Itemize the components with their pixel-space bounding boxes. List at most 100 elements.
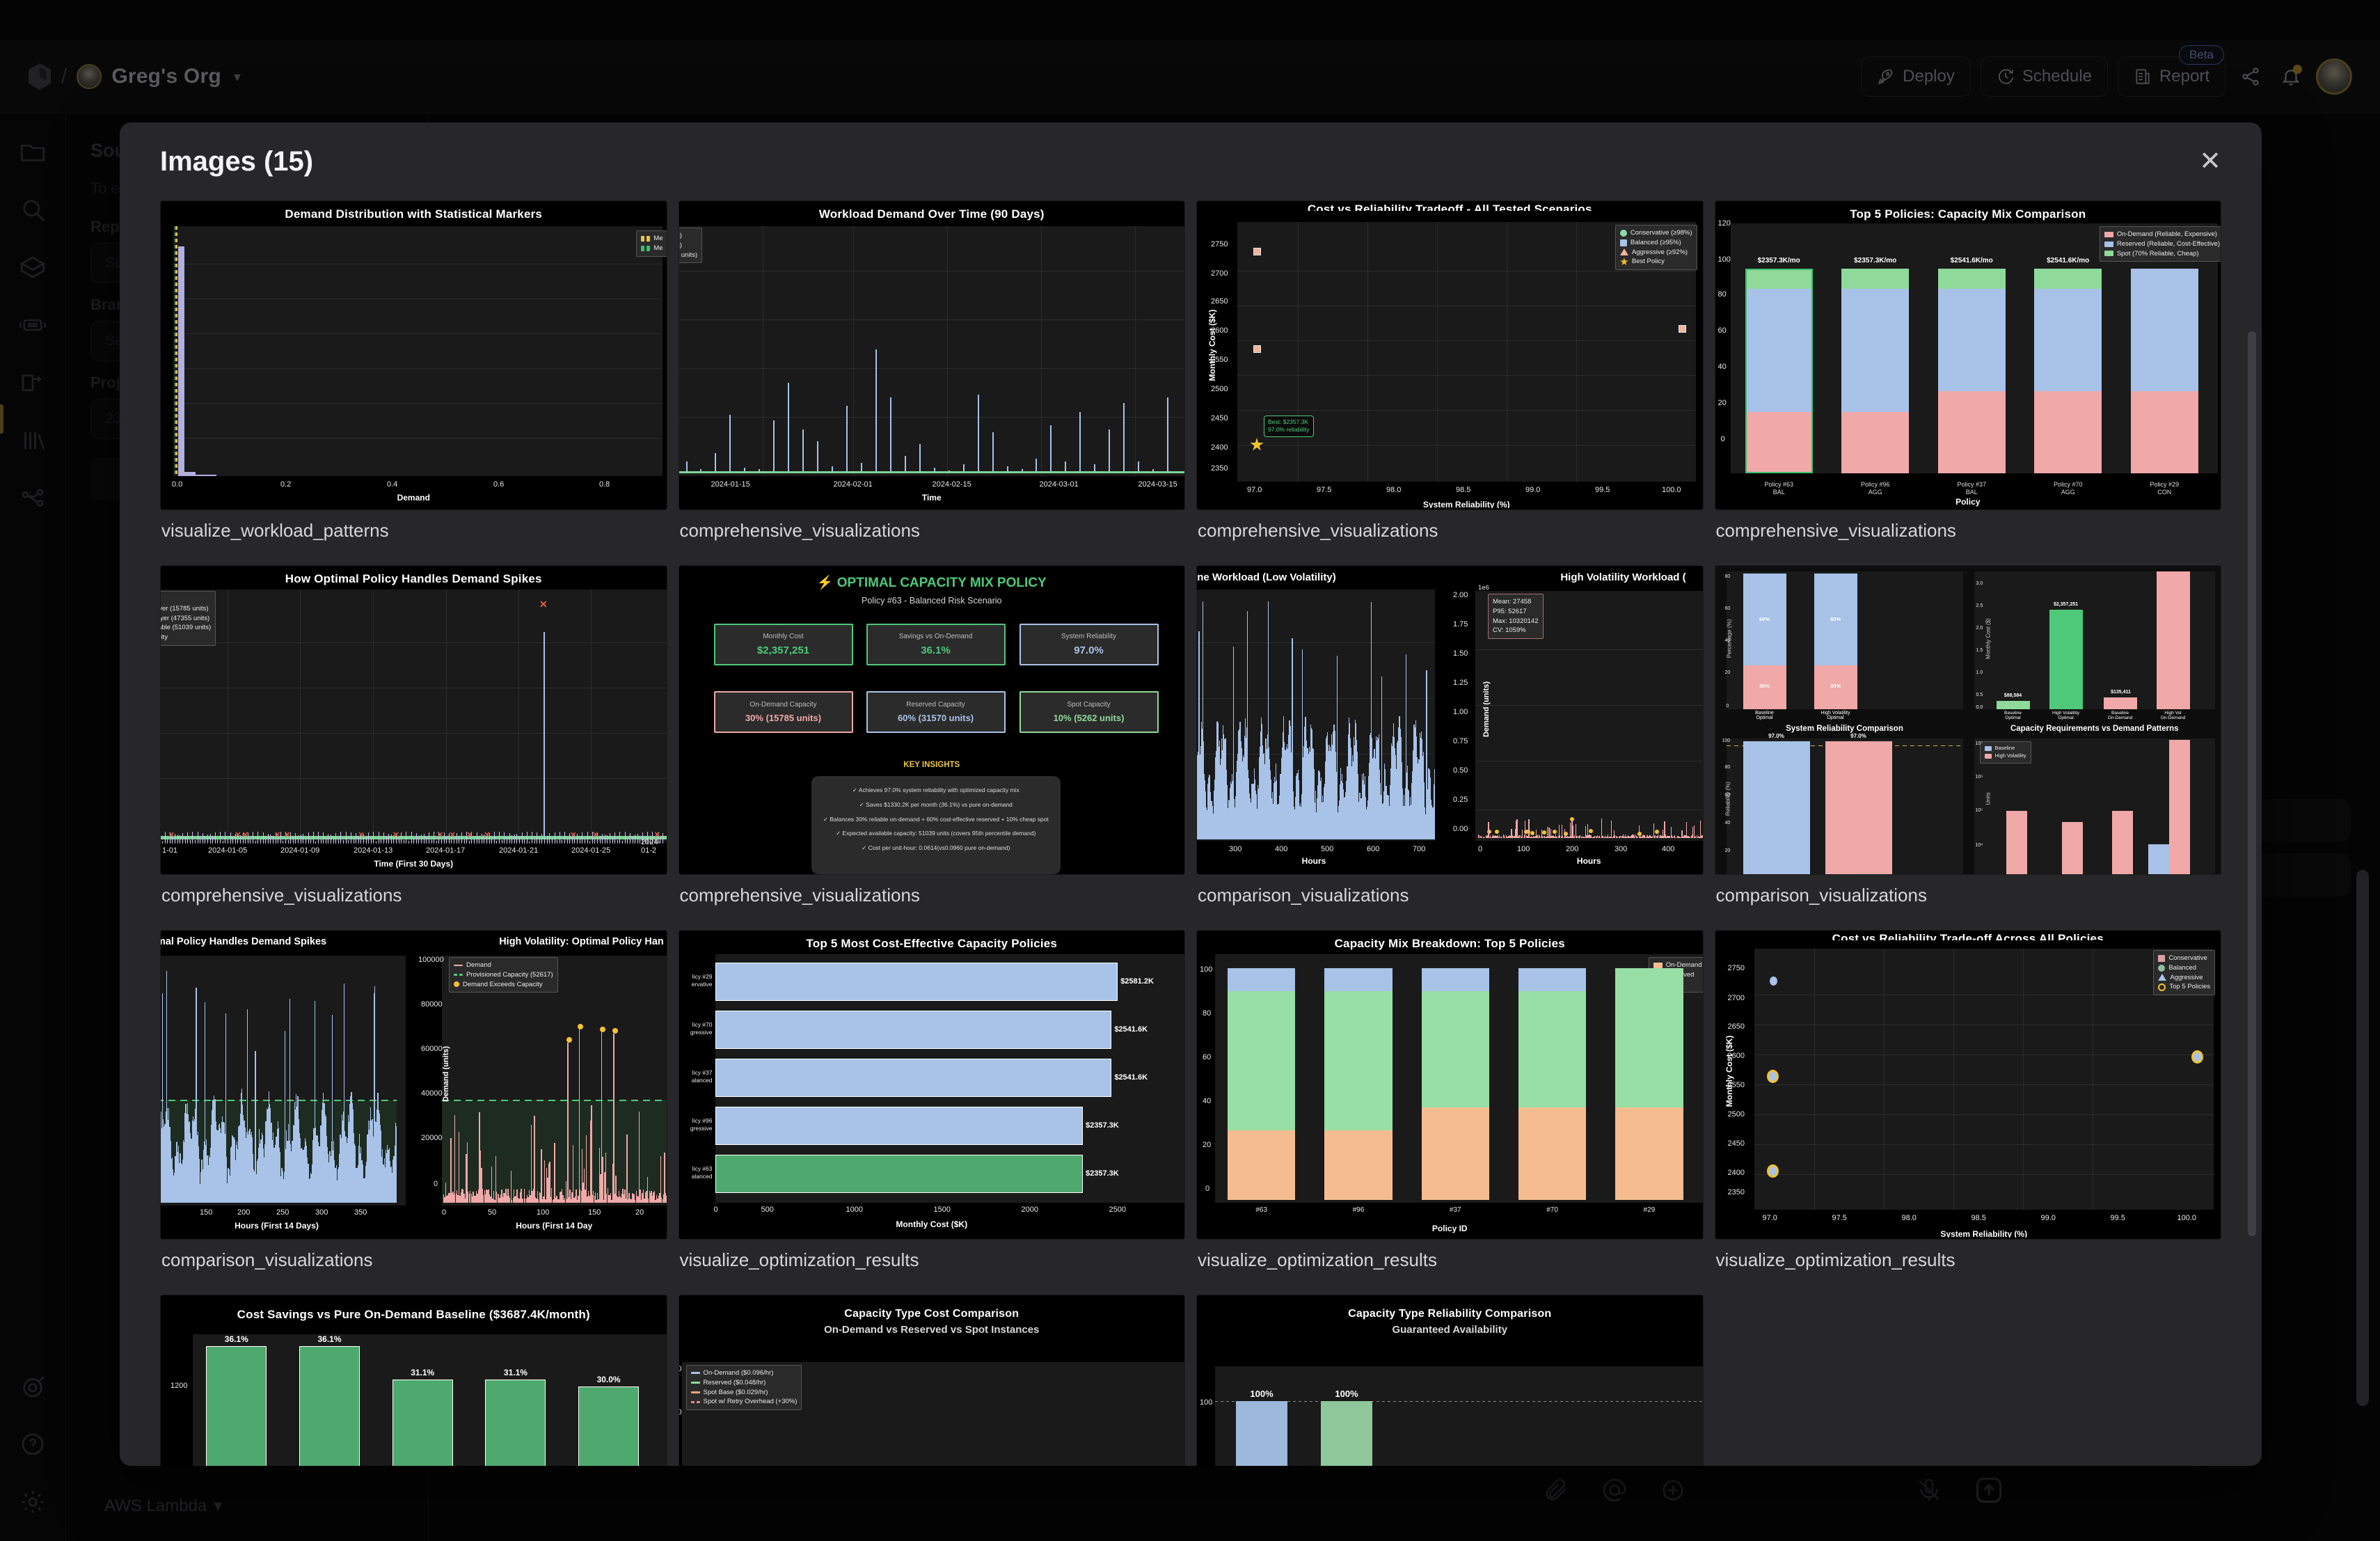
y-tick: 2450 xyxy=(1211,414,1228,422)
thumbnail-spikes-14day-pair[interactable]: imal Policy Handles Demand Spikes High V… xyxy=(160,930,667,1240)
image-cell[interactable]: Capacity Mix Breakdown: Top 5 Policies O… xyxy=(1196,930,1704,1283)
y-tick: 100000 xyxy=(418,956,444,964)
capacity-bar xyxy=(2169,740,2190,874)
y-tick: 2400 xyxy=(1211,443,1228,452)
close-icon[interactable]: ✕ xyxy=(2199,148,2221,175)
x-tick: 1-01 xyxy=(162,846,177,855)
legend-label: (52617 units) xyxy=(679,241,698,251)
bar-value-label: 36.1% xyxy=(299,1334,360,1344)
image-cell[interactable]: Cost vs Reliability Trade-off Across All… xyxy=(1715,930,2222,1283)
cost-bar xyxy=(2157,571,2190,709)
image-cell[interactable]: Demand Distribution with Statistical Mar… xyxy=(160,200,667,554)
thumbnail-workload-demand-90d[interactable]: Workload Demand Over Time (90 Days) (274… xyxy=(679,200,1186,510)
exceed-marker: ✕ xyxy=(466,832,473,839)
insight-line: ✓ Achieves 97.0% system reliability with… xyxy=(821,783,1052,798)
exceed-marker: ✕ xyxy=(392,832,399,839)
reliability-bar xyxy=(1321,1401,1372,1466)
exceed-marker: ✕ xyxy=(592,832,598,839)
y-tick: 2350 xyxy=(1211,464,1228,473)
legend-label: Baseline xyxy=(1995,745,2015,752)
x-tick: 0.4 xyxy=(387,480,397,489)
image-cell[interactable]: ne Workload (Low Volatility) High Volati… xyxy=(1196,565,1704,919)
stat-line: Max: 10320142 xyxy=(1493,617,1539,626)
y-axis-label: Reliability (%) xyxy=(1724,729,1731,869)
y-tick: 2500 xyxy=(1728,1110,1745,1119)
image-cell[interactable]: Workload Demand Over Time (90 Days) (274… xyxy=(679,200,1186,554)
x-tick: 200 xyxy=(1566,845,1578,853)
scatter-point xyxy=(1770,977,1777,986)
demand-series-left xyxy=(160,958,397,1203)
histogram-bar xyxy=(196,475,216,476)
image-cell[interactable]: Cost vs Reliability Tradeoff - All Teste… xyxy=(1196,200,1704,554)
thumbnail-demand-distribution[interactable]: Demand Distribution with Statistical Mar… xyxy=(160,200,667,510)
thumbnail-top5-capacity-mix[interactable]: Top 5 Policies: Capacity Mix Comparison … xyxy=(1715,200,2222,510)
modal-scrollbar[interactable] xyxy=(2248,331,2256,1236)
y-tick: 0.00 xyxy=(1453,825,1468,833)
legend-label: ceeds Capacity xyxy=(160,633,211,642)
image-cell[interactable]: Cost Savings vs Pure On-Demand Baseline … xyxy=(160,1295,667,1466)
exponent-label: 1e6 xyxy=(1478,584,1489,592)
page-title: Images (15) xyxy=(160,146,313,177)
y-tick: 1200 xyxy=(170,1382,187,1390)
insights-heading: KEY INSIGHTS xyxy=(679,761,1185,769)
chart-legend: On-Demand ($0.096/hr) Reserved ($0.048/h… xyxy=(686,1365,802,1410)
x-tick: 2500 xyxy=(1109,1206,1126,1214)
image-cell[interactable]: Capacity Type Cost Comparison On-Demand … xyxy=(679,1295,1186,1466)
legend-label: acity (51039 units) xyxy=(679,251,698,260)
thumbnail-cost-vs-reliability-all[interactable]: Cost vs Reliability Trade-off Across All… xyxy=(1715,930,2222,1240)
threshold-line xyxy=(1215,1401,1703,1402)
panel-title: Capacity Requirements vs Demand Patterns xyxy=(1974,725,2216,733)
image-cell[interactable]: Percentage (%) 60% 30% 60% 30% 80 60 40 … xyxy=(1715,565,2222,919)
thumbnail-comparison-quad[interactable]: Percentage (%) 60% 30% 60% 30% 80 60 40 … xyxy=(1715,565,2222,875)
x-tick: 500 xyxy=(1321,845,1333,853)
y-tick: 20 xyxy=(1725,670,1731,675)
thumbnail-caption: comprehensive_visualizations xyxy=(680,520,1186,542)
image-cell[interactable]: Top 5 Most Cost-Effective Capacity Polic… xyxy=(679,930,1186,1283)
y-tick: 80 xyxy=(1725,765,1731,770)
y-tick: 3.0 xyxy=(1976,581,1983,586)
y-tick: 2750 xyxy=(1728,964,1745,972)
kpi-value: 97.0% xyxy=(1074,645,1104,656)
savings-bars: 36.1% 36.1% 31.1% 31.1% 30.0% xyxy=(197,1338,663,1466)
images-grid-scroll[interactable]: Demand Distribution with Statistical Mar… xyxy=(120,200,2262,1466)
thumbnail-top5-cost-effective[interactable]: Top 5 Most Cost-Effective Capacity Polic… xyxy=(679,930,1186,1240)
thumbnail-cost-vs-reliability-tested[interactable]: Cost vs Reliability Tradeoff - All Teste… xyxy=(1196,200,1704,510)
thumbnail-capacity-type-cost[interactable]: Capacity Type Cost Comparison On-Demand … xyxy=(679,1295,1186,1466)
thumbnail-capacity-mix-breakdown[interactable]: Capacity Mix Breakdown: Top 5 Policies O… xyxy=(1196,930,1704,1240)
x-tick: Policy #63 BAL xyxy=(1745,481,1813,497)
chart-legend: Me Me xyxy=(636,230,667,257)
chart-title-right: High Volatility: Optimal Policy Han xyxy=(470,936,667,947)
kpi-card: Monthly Cost $2,357,251 xyxy=(714,624,853,665)
annotation-line: Best: $2357.3K xyxy=(1268,418,1310,426)
stat-line: P95: 52617 xyxy=(1493,607,1539,617)
thumbnail-capacity-type-reliability[interactable]: Capacity Type Reliability Comparison Gua… xyxy=(1196,1295,1704,1466)
x-tick: 97.5 xyxy=(1832,1214,1847,1222)
image-cell[interactable]: Capacity Type Reliability Comparison Gua… xyxy=(1196,1295,1704,1466)
image-cell[interactable]: Top 5 Policies: Capacity Mix Comparison … xyxy=(1715,200,2222,554)
thumbnail-cost-savings-baseline[interactable]: Cost Savings vs Pure On-Demand Baseline … xyxy=(160,1295,667,1466)
x-tick: 2024-01-17 xyxy=(426,846,465,855)
chart-title: ⚡ OPTIMAL CAPACITY MIX POLICY xyxy=(679,566,1185,591)
y-tick: 2500 xyxy=(1211,385,1228,393)
bar-value-label: $2357.3K/mo xyxy=(1745,257,1813,264)
bar-label: 30% xyxy=(1743,683,1786,689)
x-tick: 0.2 xyxy=(280,480,291,489)
image-cell[interactable]: imal Policy Handles Demand Spikes High V… xyxy=(160,930,667,1283)
y-tick: 1.0 xyxy=(1976,670,1983,675)
thumbnail-caption: visualize_optimization_results xyxy=(1198,1249,1704,1271)
y-tick: 2400 xyxy=(1728,1169,1745,1177)
y-axis-label: Monthly Cost ($K) xyxy=(1207,227,1217,464)
thumbnail-optimal-handles-spikes[interactable]: How Optimal Policy Handles Demand Spikes xyxy=(160,565,667,875)
chart-legend: Demand Provisioned Capacity (52617) Dema… xyxy=(449,957,558,993)
kpi-card: On-Demand Capacity 30% (15785 units) xyxy=(714,691,853,733)
demand-spike-series xyxy=(686,334,1182,473)
exceed-marker: ✕ xyxy=(450,832,456,839)
chart-title: Capacity Type Reliability Comparison xyxy=(1197,1295,1703,1320)
chart-title: Top 5 Most Cost-Effective Capacity Polic… xyxy=(679,931,1185,951)
thumbnail-optimal-capacity-mix-policy[interactable]: ⚡ OPTIMAL CAPACITY MIX POLICY Policy #63… xyxy=(679,565,1186,875)
thumbnail-baseline-vs-highvol[interactable]: ne Workload (Low Volatility) High Volati… xyxy=(1196,565,1704,875)
image-cell[interactable]: ⚡ OPTIMAL CAPACITY MIX POLICY Policy #63… xyxy=(679,565,1186,919)
image-cell[interactable]: How Optimal Policy Handles Demand Spikes xyxy=(160,565,667,919)
y-tick: licy #37 alanced xyxy=(679,1069,713,1084)
kpi-card: System Reliability 97.0% xyxy=(1020,624,1159,665)
